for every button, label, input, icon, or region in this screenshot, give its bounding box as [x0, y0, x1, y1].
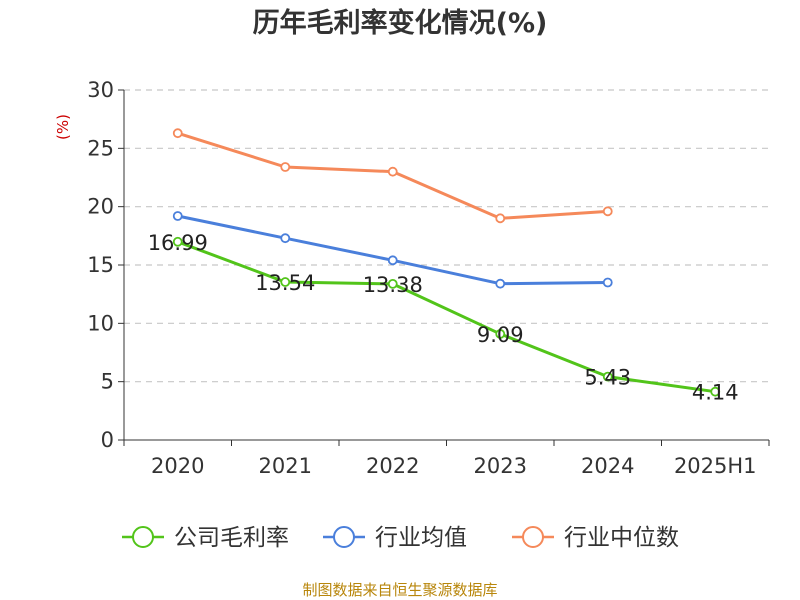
data-point: [172, 236, 183, 247]
data-point: [602, 371, 613, 382]
legend-marker: [132, 526, 154, 548]
data-point: [280, 277, 291, 287]
y-tick-label: 0: [101, 428, 114, 452]
data-label: 5.43: [584, 366, 631, 390]
series-公司毛利率: [172, 236, 721, 397]
chart-title: 历年毛利率变化情况(%): [253, 7, 548, 39]
data-label: 16.99: [148, 231, 208, 255]
data-point: [495, 329, 506, 339]
series-行业均值: [172, 211, 613, 289]
data-point: [602, 277, 613, 288]
x-tick-label: 2024: [581, 454, 634, 478]
y-tick-label: 30: [87, 78, 114, 102]
data-label: 4.14: [692, 381, 739, 405]
y-tick-label: 10: [87, 311, 114, 335]
series-line: [177, 240, 716, 394]
x-tick-label: 2022: [366, 454, 419, 478]
gridlines: [124, 89, 769, 383]
x-tick-label: 2021: [259, 454, 312, 478]
data-point: [495, 278, 506, 289]
legend: 公司毛利率 行业均值 行业中位数: [122, 525, 679, 551]
data-point: [172, 128, 183, 139]
series-行业中位数: [172, 128, 613, 224]
data-label: 13.38: [363, 273, 423, 297]
legend-marker: [522, 526, 544, 548]
legend-marker: [333, 526, 355, 548]
data-point: [710, 386, 721, 397]
series-group: [172, 128, 721, 397]
data-label: 13.54: [255, 271, 315, 295]
y-tick-label: 5: [101, 370, 114, 394]
x-tick-label: 2025H1: [674, 454, 757, 478]
data-labels: 16.99 13.54 13.38 9.09 5.43 4.14: [148, 231, 739, 405]
legend-item: 行业均值: [323, 525, 467, 551]
axes: 0 5 10 15 20 25 30 2020 2021 2022 2023 2024 2025H1: [87, 78, 770, 478]
legend-item: 行业中位数: [512, 525, 679, 551]
y-unit-label: (%): [54, 114, 72, 140]
y-tick-label: 15: [87, 253, 114, 277]
data-point: [172, 211, 183, 221]
data-point: [387, 166, 398, 177]
data-point: [387, 278, 398, 289]
data-point: [495, 213, 506, 224]
data-point: [280, 162, 291, 172]
data-point: [602, 206, 613, 217]
legend-label: 行业中位数: [564, 525, 679, 551]
source-note: 制图数据来自恒生聚源数据库: [302, 581, 497, 599]
data-point: [387, 255, 398, 266]
legend-label: 公司毛利率: [174, 525, 289, 551]
legend-item: 公司毛利率: [122, 525, 289, 551]
x-tick-label: 2023: [474, 454, 527, 478]
legend-label: 行业均值: [375, 525, 467, 551]
data-point: [280, 233, 291, 244]
x-tick-label: 2020: [151, 454, 204, 478]
data-label: 9.09: [477, 323, 524, 347]
y-tick-label: 25: [87, 136, 114, 160]
y-tick-label: 20: [87, 195, 114, 219]
